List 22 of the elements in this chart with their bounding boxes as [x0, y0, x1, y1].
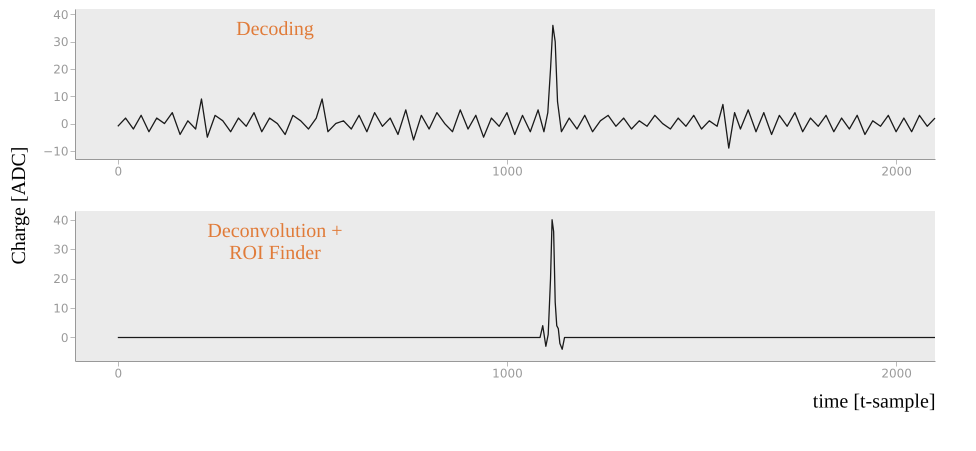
line-series	[117, 219, 936, 350]
x-tick-label: 1000	[492, 164, 523, 178]
y-tick-label: 30	[53, 35, 68, 50]
y-tick-label: 20	[53, 272, 68, 286]
y-tick-label: 0	[60, 117, 68, 132]
y-axis-title: Charge [ADC]	[8, 146, 30, 264]
y-tick-label: 30	[53, 242, 68, 257]
y-tick-label: 10	[53, 302, 68, 316]
y-tick-label: 10	[53, 90, 68, 104]
x-axis-title: time [t-sample]	[812, 390, 936, 412]
y-tick-label: 40	[53, 213, 68, 228]
y-tick-label: 0	[60, 330, 68, 345]
annotation: Decoding	[236, 18, 314, 40]
y-tick-label: −10	[43, 144, 68, 158]
y-tick-label: 20	[53, 62, 68, 76]
annotation: Deconvolution + ROI Finder	[207, 220, 343, 264]
x-tick-label: 1000	[492, 366, 523, 380]
y-tick-label: 40	[53, 8, 68, 22]
x-tick-label: 2000	[881, 366, 912, 380]
x-tick-label: 0	[114, 164, 122, 178]
x-tick-label: 2000	[881, 164, 912, 178]
x-tick-label: 0	[114, 366, 122, 380]
